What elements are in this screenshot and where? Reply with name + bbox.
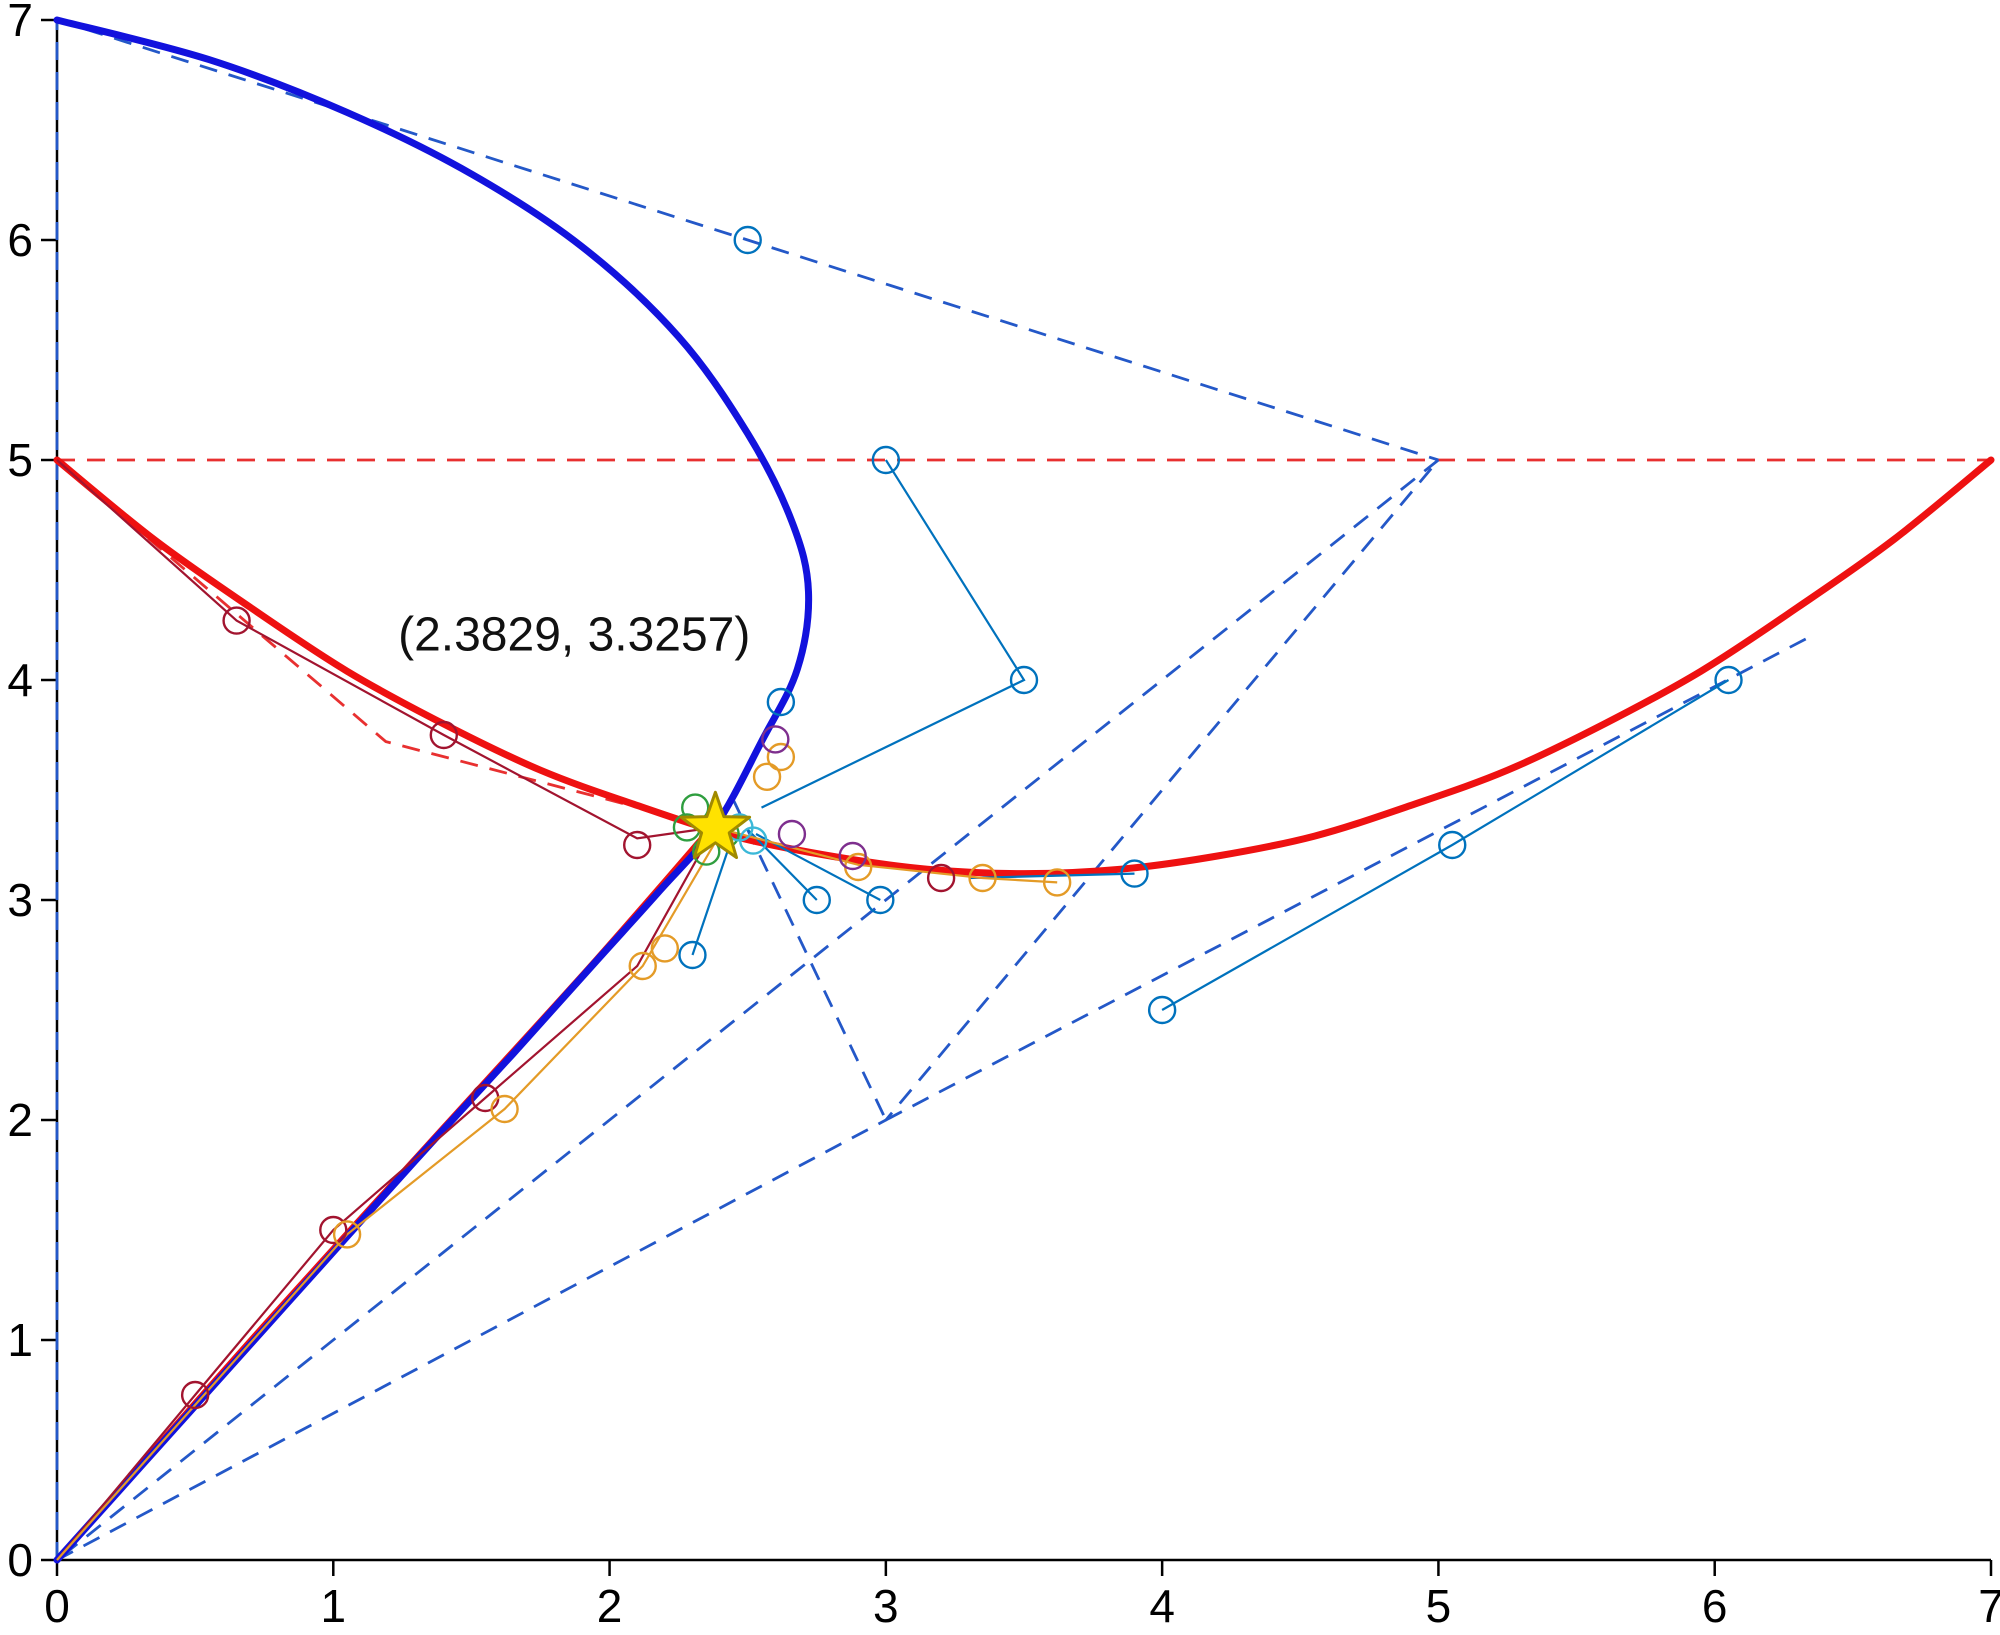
iteration-marker-orange <box>628 951 657 981</box>
blue-iteration-path-3 <box>691 840 733 956</box>
iteration-marker-orange <box>766 742 796 772</box>
y-tick-label: 5 <box>7 434 33 486</box>
iteration-marker-purple <box>761 725 790 754</box>
iteration-marker-blue <box>1438 830 1467 860</box>
x-tick-label: 5 <box>1426 1580 1452 1632</box>
blue-iteration-path-2 <box>1161 679 1730 1011</box>
intersection-star-marker <box>679 790 752 859</box>
iteration-marker-blue <box>871 445 901 475</box>
x-tick-label: 3 <box>873 1580 899 1632</box>
iteration-marker-blue <box>678 940 707 970</box>
y-tick-label: 7 <box>7 0 33 46</box>
blue-bezier-curve <box>53 16 813 1564</box>
iteration-marker-purple <box>777 819 807 849</box>
iteration-marker-blue <box>802 885 831 915</box>
iteration-marker-blue <box>1714 665 1743 695</box>
iteration-marker-darkred <box>623 830 652 860</box>
iteration-marker-purple <box>838 841 867 871</box>
y-tick-label: 2 <box>7 1094 33 1146</box>
x-tick-label: 4 <box>1149 1580 1175 1632</box>
blue-control-lower <box>56 458 1440 1562</box>
blue-secant-right <box>885 634 1813 1122</box>
y-tick-label: 0 <box>7 1534 33 1586</box>
y-tick-label: 6 <box>7 214 33 266</box>
iteration-marker-orange <box>968 863 997 893</box>
red-bezier-curve <box>53 456 1995 878</box>
iteration-marker-blue <box>1147 995 1177 1025</box>
iteration-marker-blue <box>866 885 895 915</box>
red-control-polygon-left <box>56 458 715 829</box>
iteration-marker-orange <box>650 934 680 963</box>
iteration-marker-darkred <box>319 1215 348 1245</box>
x-tick-label: 6 <box>1702 1580 1728 1632</box>
orange-iteration-path-2 <box>56 833 722 1561</box>
iteration-marker-orange <box>1042 868 1072 897</box>
x-tick-label: 7 <box>1978 1580 2000 1632</box>
iteration-marker-darkred <box>926 863 956 893</box>
iteration-marker-orange <box>332 1220 362 1249</box>
iteration-marker-cyan <box>739 826 768 855</box>
intersection-label: (2.3829, 3.3257) <box>398 608 750 661</box>
blue-iteration-path-1 <box>761 459 1026 809</box>
darkred-iteration-path-2 <box>56 459 715 840</box>
y-tick-label: 4 <box>7 654 33 706</box>
iteration-marker-darkred <box>429 720 458 750</box>
x-tick-label: 0 <box>44 1580 70 1632</box>
blue-control-upper <box>56 18 1439 462</box>
blue-iteration-path-4 <box>746 828 818 901</box>
y-tick-label: 3 <box>7 874 33 926</box>
x-tick-label: 1 <box>320 1580 346 1632</box>
iteration-marker-blue <box>733 225 762 255</box>
iteration-marker-darkred <box>180 1380 210 1410</box>
darkred-iteration-path-1 <box>56 826 716 1561</box>
iteration-marker-blue <box>1009 665 1039 695</box>
iteration-marker-blue <box>766 687 796 717</box>
y-tick-label: 1 <box>7 1314 33 1366</box>
x-tick-label: 2 <box>597 1580 623 1632</box>
blue-iteration-path-5 <box>755 833 881 901</box>
iteration-marker-orange <box>490 1094 519 1124</box>
iteration-marker-blue <box>1120 859 1149 888</box>
iteration-marker-darkred <box>222 606 251 635</box>
iteration-marker-orange <box>752 762 782 791</box>
